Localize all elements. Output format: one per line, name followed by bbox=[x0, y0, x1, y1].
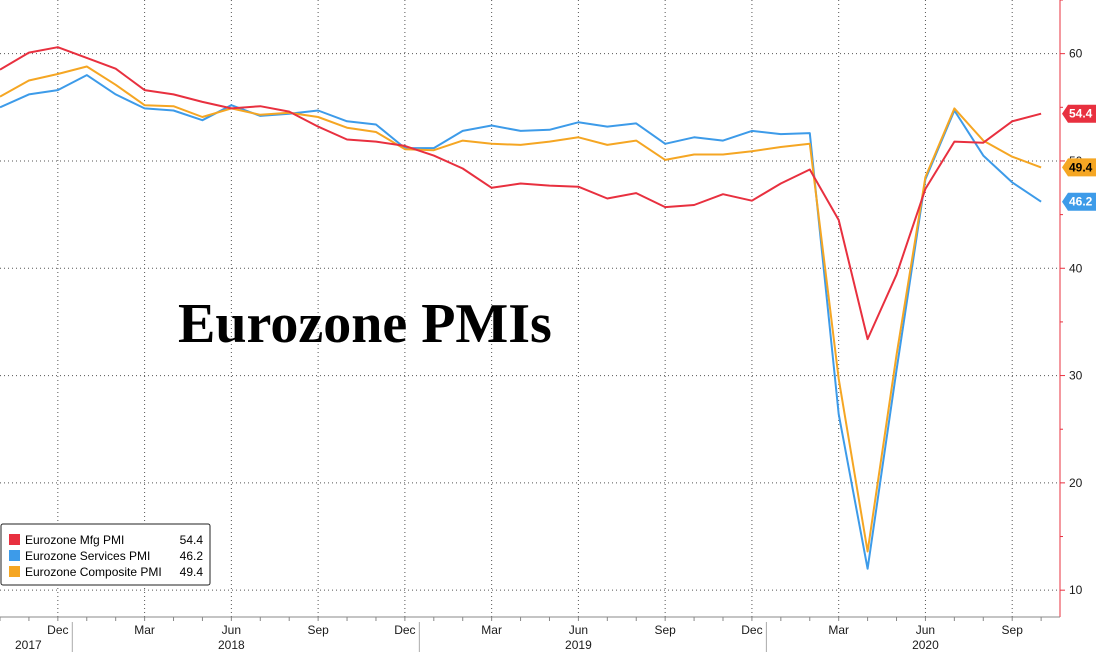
legend-series-value: 46.2 bbox=[180, 549, 204, 563]
legend-box bbox=[0, 523, 211, 586]
legend-swatch bbox=[9, 550, 20, 561]
x-month-label: Dec bbox=[394, 623, 415, 637]
x-month-label: Sep bbox=[307, 623, 329, 637]
x-month-label: Sep bbox=[654, 623, 676, 637]
badge-value: 49.4 bbox=[1069, 160, 1093, 174]
legend-series-value: 49.4 bbox=[180, 565, 204, 579]
y-axis: 102030405060 bbox=[1059, 0, 1083, 617]
last-value-badge: 49.4 bbox=[1062, 158, 1096, 177]
x-year-label: 2020 bbox=[912, 638, 939, 652]
badge-shape bbox=[1062, 158, 1096, 177]
badge-shape bbox=[1062, 192, 1096, 211]
x-month-label: Jun bbox=[222, 623, 241, 637]
x-year-label: 2017 bbox=[15, 638, 42, 652]
y-tick-label: 40 bbox=[1069, 261, 1083, 275]
x-year-label: 2018 bbox=[218, 638, 245, 652]
series-line-composite bbox=[0, 65, 1042, 553]
legend-series-name: Eurozone Services PMI bbox=[25, 549, 150, 563]
grid bbox=[0, 0, 1060, 617]
x-month-label: Mar bbox=[828, 623, 849, 637]
legend-series-value: 54.4 bbox=[180, 533, 204, 547]
last-value-badge: 54.4 bbox=[1062, 104, 1096, 123]
last-value-badge: 46.2 bbox=[1062, 192, 1096, 211]
x-month-label: Dec bbox=[47, 623, 68, 637]
series-line-services bbox=[0, 74, 1042, 570]
x-month-label: Mar bbox=[134, 623, 155, 637]
legend: Eurozone Mfg PMI 54.4 Eurozone Services PM… bbox=[0, 523, 211, 586]
chart-title: Eurozone PMIs bbox=[178, 293, 552, 355]
badge-shape bbox=[1062, 104, 1096, 123]
x-month-label: Mar bbox=[481, 623, 502, 637]
y-tick-label: 30 bbox=[1069, 369, 1083, 383]
legend-series-name: Eurozone Mfg PMI bbox=[25, 533, 124, 547]
badge-value: 54.4 bbox=[1069, 107, 1093, 121]
y-tick-label: 10 bbox=[1069, 583, 1083, 597]
legend-swatch bbox=[9, 534, 20, 545]
x-month-label: Jun bbox=[569, 623, 588, 637]
legend-series-name: Eurozone Composite PMI bbox=[25, 565, 162, 579]
series-lines bbox=[0, 46, 1042, 570]
badge-value: 46.2 bbox=[1069, 195, 1093, 209]
y-tick-label: 60 bbox=[1069, 47, 1083, 61]
legend-swatch bbox=[9, 566, 20, 577]
x-year-label: 2019 bbox=[565, 638, 592, 652]
x-month-label: Jun bbox=[916, 623, 935, 637]
last-value-badges: 54.4 46.2 49.4 bbox=[1062, 104, 1096, 211]
x-axis: Dec Mar Jun Sep Dec Mar Jun Sep Dec Mar Jun Sep 2017… bbox=[0, 616, 1060, 652]
series-line-mfg bbox=[0, 46, 1042, 341]
x-month-label: Sep bbox=[1002, 623, 1024, 637]
x-month-label: Dec bbox=[741, 623, 762, 637]
y-tick-label: 20 bbox=[1069, 476, 1083, 490]
